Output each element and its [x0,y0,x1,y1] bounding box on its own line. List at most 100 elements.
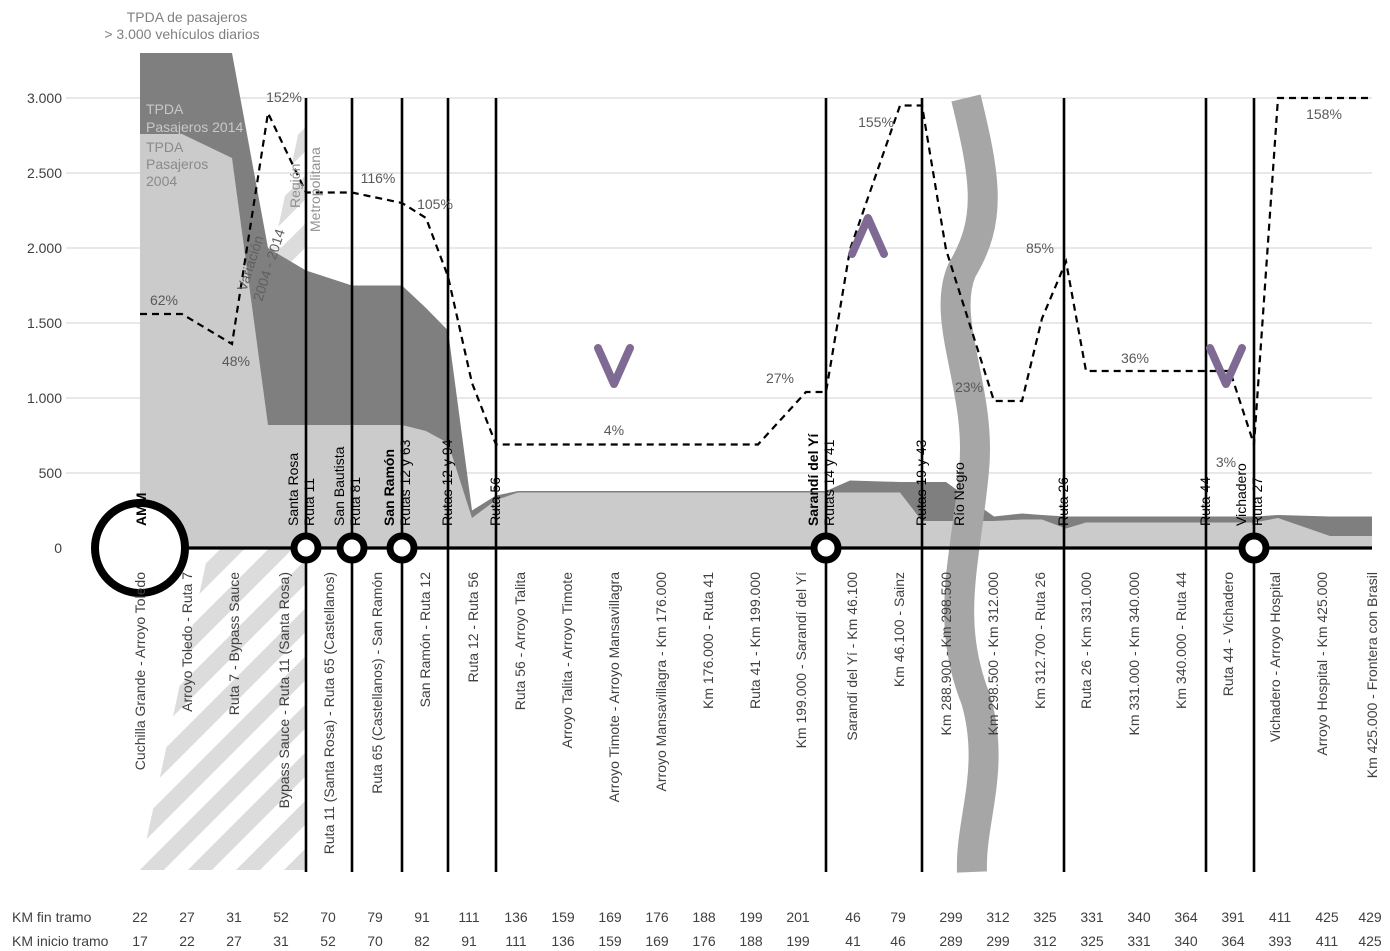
section-label: Km 298.500 - Km 312.000 [985,572,1001,736]
km-cell: 201 [786,909,810,925]
poi-label: Ruta 26 [1055,477,1071,526]
km-cell: 46 [890,933,906,949]
series-label-2004: 2004 [146,173,177,189]
km-cell: 79 [890,909,906,925]
km-cell: 52 [320,933,336,949]
km-cell: 325 [1080,933,1104,949]
y-tick-label: 1.000 [27,390,62,406]
km-cell: 340 [1127,909,1151,925]
km-cell: 41 [845,933,861,949]
station-node [336,532,368,564]
variation-pct-label: 85% [1026,240,1054,256]
poi-label: Vichadero [1233,463,1249,526]
top-note-line: > 3.000 vehículos diarios [104,26,259,42]
section-label: Km 199.000 - Sarandí del Yí [793,572,809,749]
km-cell: 70 [367,933,383,949]
km-cell: 199 [786,933,810,949]
km-cell: 169 [598,909,622,925]
amm-node [91,499,189,597]
section-label: Ruta 11 (Santa Rosa) - Ruta 65 (Castella… [321,572,337,854]
km-cell: 188 [739,933,763,949]
km-cell: 22 [179,933,195,949]
section-label: San Ramón - Ruta 12 [417,572,433,708]
poi-label: Ruta 27 [1249,477,1265,526]
poi-label: San Bautista [331,446,347,526]
km-cell: 299 [986,933,1010,949]
station-node [810,532,842,564]
variation-pct-label: 105% [417,196,453,212]
series-label-2014: Pasajeros 2014 [146,119,244,135]
section-label: Km 340.000 - Ruta 44 [1173,572,1189,709]
station-node [1238,532,1270,564]
poi-label: Rutas 12 y 94 [439,439,455,526]
y-tick-label: 2.500 [27,165,62,181]
km-cell: 340 [1174,933,1198,949]
km-cell: 331 [1080,909,1104,925]
section-label: Km 176.000 - Ruta 41 [700,572,716,709]
km-cell: 27 [179,909,195,925]
higher-symbol-icon [848,214,888,258]
km-cell: 411 [1316,933,1339,949]
km-cell: 393 [1268,933,1292,949]
section-label: Ruta 44 - Vichadero [1220,572,1236,696]
km-cell: 17 [132,933,148,949]
variation-pct-label: 116% [361,170,396,186]
section-label: Sarandí del Yí - Km 46.100 [844,572,860,741]
km-table: KM fin tramo 22 27 31 52 70 79 91 111 136 159 169 17… [12,909,1382,949]
km-cell: 289 [939,933,963,949]
lower-symbol-icon [594,344,634,388]
section-label: Km 288.900 - Km 298.500 [938,572,954,736]
station-node [386,532,418,564]
km-cell: 325 [1033,909,1057,925]
variation-pct-label: 36% [1121,350,1149,366]
variation-pct-label: 3% [1216,454,1236,470]
km-cell: 169 [645,933,669,949]
poi-label: Sarandí del Yí [805,433,821,526]
km-row-label: KM inicio tramo [12,933,109,949]
section-label: Km 46.100 - Sainz [891,572,907,687]
km-cell: 312 [1033,933,1057,949]
poi-label: Ruta 44 [1197,477,1213,526]
km-row-label: KM fin tramo [12,909,92,925]
section-label: Arroyo Hospital - Km 425.000 [1314,572,1330,756]
poi-label: Rutas 14 y 41 [821,439,837,526]
poi-label: San Ramón [381,449,397,526]
comparison-symbols [594,214,1246,388]
section-label: Arroyo Timote - Arroyo Mansavillagra [606,572,622,803]
km-cell: 299 [939,909,963,925]
section-label: Bypass Sauce - Ruta 11 (Santa Rosa) [276,572,292,808]
km-cell: 364 [1174,909,1198,925]
km-cell: 70 [320,909,336,925]
km-cell: 91 [461,933,477,949]
poi-label: Ruta 11 [301,478,317,526]
section-label: Ruta 41 - Km 199.000 [747,572,763,709]
variation-pct-label: 158% [1306,106,1342,122]
y-tick-label: 0 [54,540,62,556]
poi-lines [304,98,1256,872]
poi-label: Santa Rosa [285,453,301,526]
km-cell: 176 [645,909,669,925]
km-cell: 312 [986,909,1010,925]
km-cell: 136 [551,933,575,949]
km-cell: 91 [414,909,430,925]
y-tick-label: 500 [39,465,63,481]
km-cell: 331 [1127,933,1151,949]
section-label: Ruta 56 - Arroyo Talita [512,572,528,710]
km-cell: 425 [1358,933,1382,949]
section-label: Ruta 26 - Km 331.000 [1078,572,1094,709]
poi-label: Rutas 12 y 63 [397,439,413,526]
variation-pct-label: 152% [266,89,302,105]
km-cell: 199 [739,909,763,925]
series-label-2004: TPDA [146,139,184,155]
variation-line [140,96,1372,446]
poi-label: Río Negro [951,462,967,526]
poi-label: Ruta 56 [487,477,503,526]
km-cell: 79 [367,909,383,925]
metro-region-label: Región [287,164,303,208]
top-note-line: TPDA de pasajeros [127,9,248,25]
y-tick-labels: 0 500 1.000 1.500 2.000 2.500 3.000 [27,90,62,556]
km-cell: 364 [1221,933,1245,949]
area-series [140,53,1372,548]
section-label: Km 425.000 - Frontera con Brasil [1364,572,1380,778]
